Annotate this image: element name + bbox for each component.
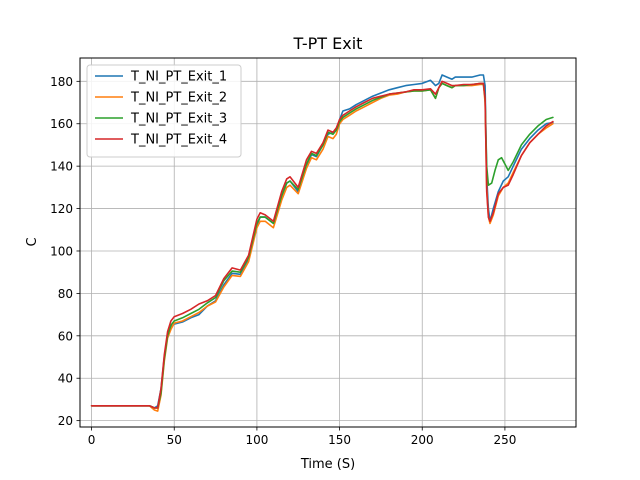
y-tick-label: 20 [58,414,73,428]
y-axis-label: C [25,237,40,246]
y-tick-label: 180 [50,75,73,89]
series-line-3 [90,82,554,409]
x-tick-label: 200 [411,433,434,447]
y-tick-label: 40 [58,372,73,386]
series-group [90,74,554,412]
legend-box [86,64,242,158]
x-axis-label: Time (S) [300,457,355,472]
x-tick-label: 50 [167,433,182,447]
y-tick-label: 140 [50,160,73,174]
plot-frame [79,57,577,428]
legend-label-1: T_NI_PT_Exit_1 [130,70,227,85]
axis-ticks: 0 50 100 150 200 250 20 40 60 80 100 120 140 160 180 [50,75,516,447]
x-tick-label: 0 [88,433,96,447]
legend-label-3: T_NI_PT_Exit_3 [130,112,227,127]
legend: T_NI_PT_Exit_1 T_NI_PT_Exit_2 T_NI_PT_Exit… [86,64,242,158]
chart-title: T-PT Exit [293,34,363,53]
legend-label-2: T_NI_PT_Exit_2 [130,91,227,106]
y-tick-label: 160 [50,117,73,131]
x-tick-label: 250 [493,433,516,447]
grid [80,58,576,427]
x-tick-label: 100 [245,433,268,447]
y-tick-label: 100 [50,244,73,258]
series-line-4 [90,80,554,409]
legend-label-4: T_NI_PT_Exit_4 [130,133,227,148]
y-tick-label: 80 [58,287,73,301]
y-tick-label: 60 [58,329,73,343]
x-tick-label: 150 [328,433,351,447]
y-tick-label: 120 [50,202,73,216]
